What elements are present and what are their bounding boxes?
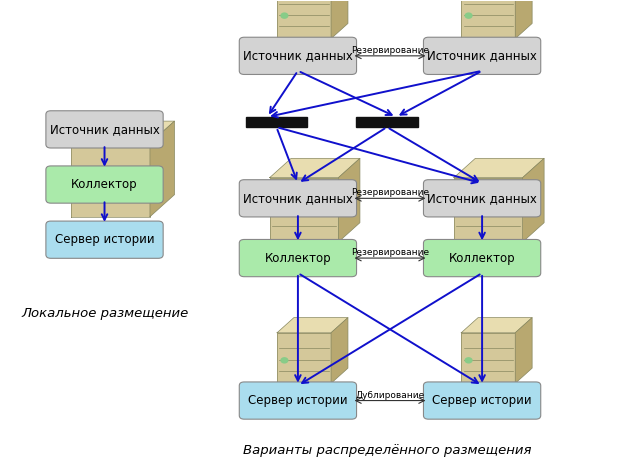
Polygon shape [331, 0, 348, 39]
Text: Источник данных: Источник данных [49, 123, 160, 136]
Polygon shape [331, 318, 348, 383]
Text: Резервирование: Резервирование [351, 188, 429, 197]
Polygon shape [461, 318, 532, 333]
Circle shape [74, 178, 84, 186]
Text: Дублирование: Дублирование [356, 390, 424, 400]
Text: Локальное размещение: Локальное размещение [21, 307, 188, 320]
Circle shape [281, 13, 288, 18]
FancyBboxPatch shape [46, 111, 163, 148]
Text: Резервирование: Резервирование [351, 46, 429, 55]
Text: Коллектор: Коллектор [71, 178, 138, 191]
Text: Резервирование: Резервирование [351, 248, 429, 257]
FancyBboxPatch shape [46, 221, 163, 258]
Text: Варианты распределённого размещения: Варианты распределённого размещения [243, 443, 531, 457]
Text: Источник данных: Источник данных [427, 49, 537, 62]
Polygon shape [277, 333, 331, 383]
Polygon shape [277, 318, 348, 333]
FancyBboxPatch shape [239, 180, 356, 217]
FancyBboxPatch shape [239, 382, 356, 419]
Circle shape [281, 358, 288, 363]
Text: Коллектор: Коллектор [265, 252, 331, 265]
Polygon shape [338, 158, 360, 242]
Polygon shape [71, 143, 150, 217]
Polygon shape [461, 333, 515, 383]
Circle shape [466, 358, 472, 363]
Bar [356, 117, 417, 127]
Text: Сервер истории: Сервер истории [55, 233, 154, 246]
Bar [246, 117, 307, 127]
Polygon shape [270, 177, 338, 242]
FancyBboxPatch shape [424, 180, 541, 217]
FancyBboxPatch shape [239, 37, 356, 75]
Text: Источник данных: Источник данных [243, 192, 353, 205]
Circle shape [466, 13, 472, 18]
Polygon shape [277, 0, 331, 39]
Polygon shape [454, 177, 523, 242]
FancyBboxPatch shape [424, 382, 541, 419]
FancyBboxPatch shape [424, 239, 541, 277]
FancyBboxPatch shape [239, 239, 356, 277]
Polygon shape [454, 158, 544, 177]
Polygon shape [461, 0, 515, 39]
Text: Источник данных: Источник данных [427, 192, 537, 205]
Polygon shape [270, 158, 360, 177]
Circle shape [273, 209, 281, 215]
FancyBboxPatch shape [424, 37, 541, 75]
Polygon shape [523, 158, 544, 242]
Text: Сервер истории: Сервер истории [432, 394, 532, 407]
Polygon shape [150, 121, 175, 217]
FancyBboxPatch shape [46, 166, 163, 203]
Polygon shape [515, 0, 532, 39]
Text: Источник данных: Источник данных [243, 49, 353, 62]
Polygon shape [515, 318, 532, 383]
Polygon shape [71, 121, 175, 143]
Circle shape [457, 209, 466, 215]
Text: Коллектор: Коллектор [449, 252, 515, 265]
Text: Сервер истории: Сервер истории [248, 394, 348, 407]
